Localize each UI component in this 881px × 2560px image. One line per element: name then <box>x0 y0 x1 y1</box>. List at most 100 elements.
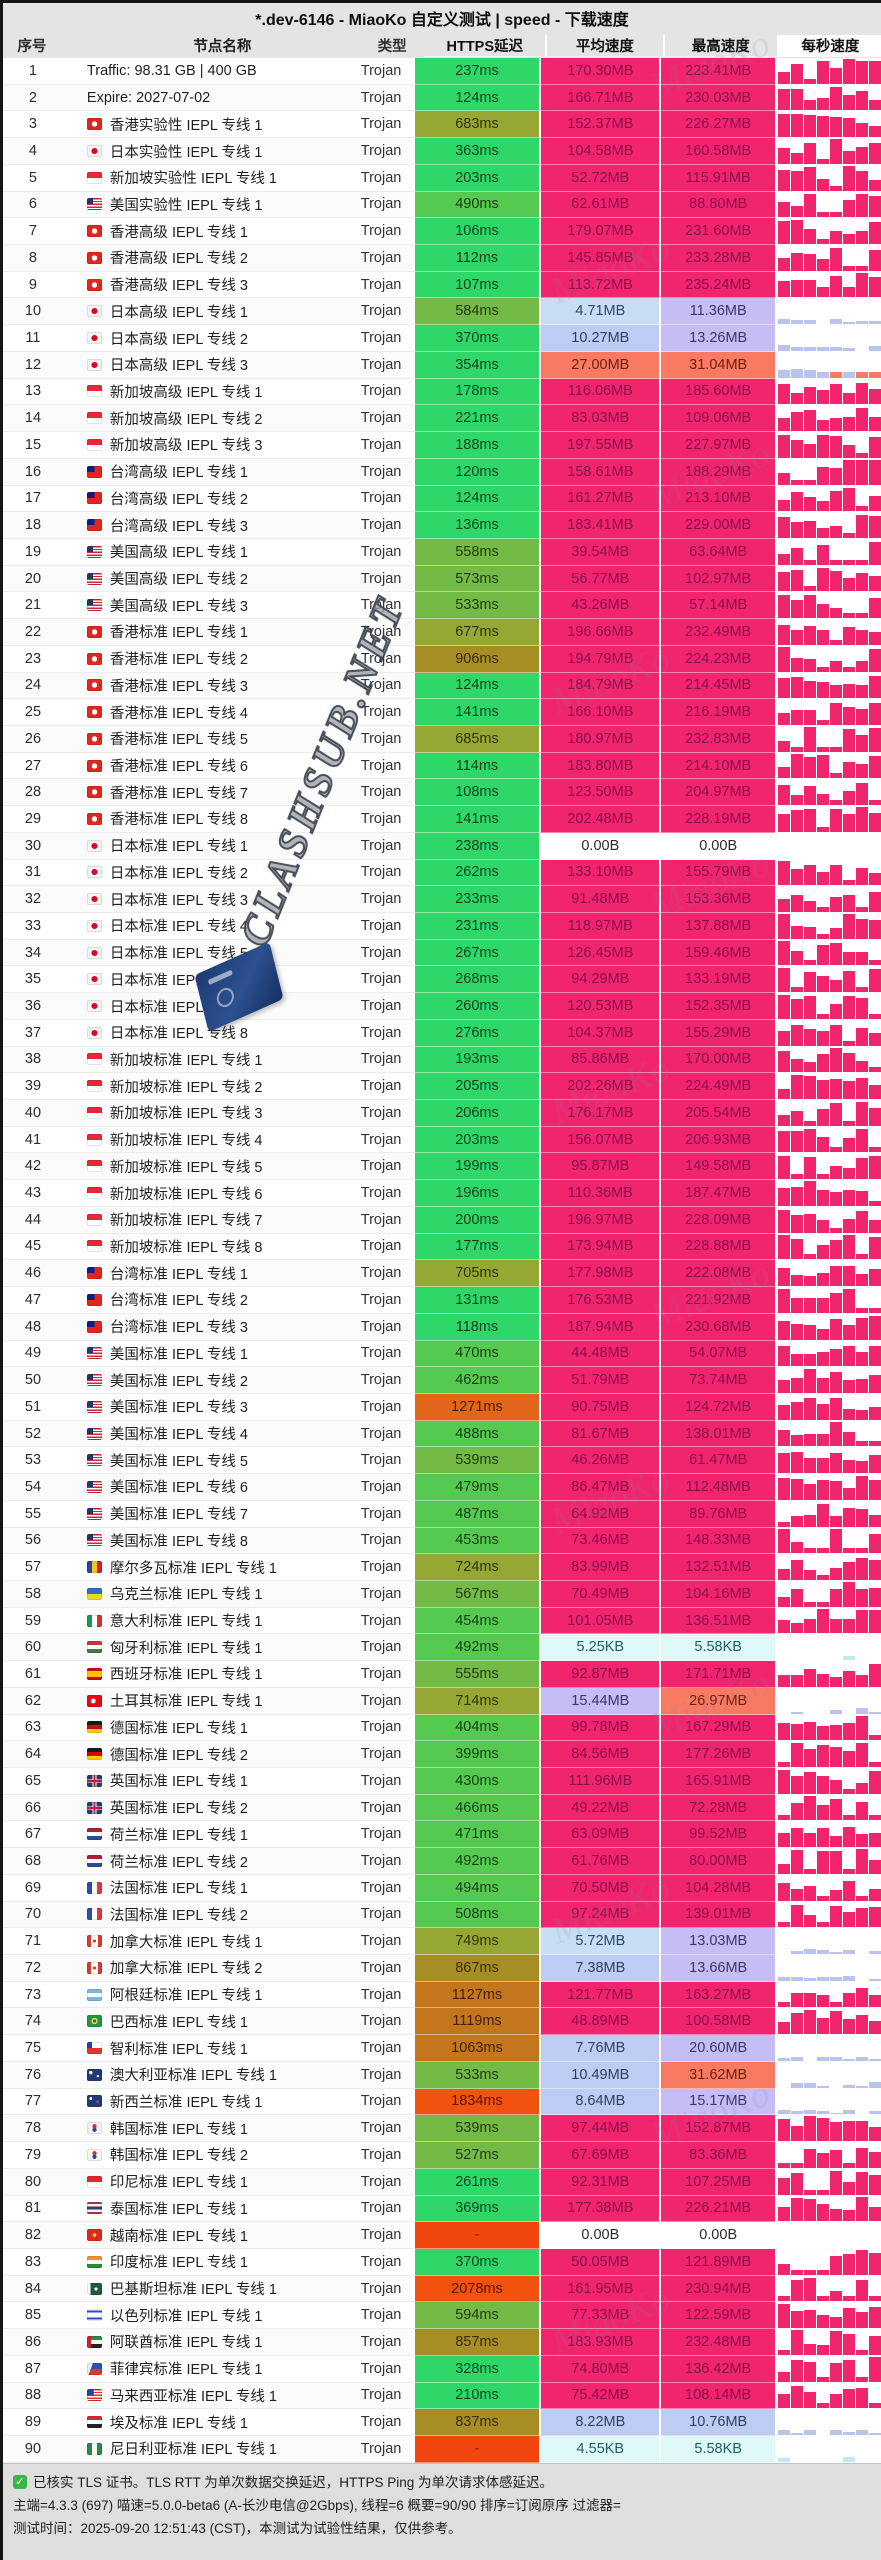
sparkline-bar <box>856 685 869 699</box>
row-max-speed: 137.88MB <box>659 913 776 940</box>
country-flag-icon-sg <box>86 412 102 425</box>
sparkline-bar <box>817 933 830 939</box>
row-type: Trojan <box>347 271 415 299</box>
table-row: 67 荷兰标准 IEPL 专线 1 Trojan 471ms 63.09MB 99.52M… <box>3 1821 881 1849</box>
sparkline-bar <box>804 443 817 458</box>
row-type: Trojan <box>347 1153 415 1181</box>
row-seq: 66 <box>3 1794 63 1822</box>
table-row: 40 新加坡标准 IEPL 专线 3 Trojan 206ms 176.17MB 205.… <box>3 1100 881 1127</box>
row-per-sec-sparkline <box>775 913 881 940</box>
sparkline-bar <box>830 1889 843 1901</box>
sparkline-bar <box>804 1868 817 1874</box>
sparkline-bar <box>778 147 791 164</box>
sparkline-bar <box>817 1673 830 1687</box>
row-avg-speed: 180.97MB <box>539 725 660 753</box>
sparkline-bar <box>778 571 791 592</box>
sparkline-bar <box>869 1588 881 1607</box>
sparkline-bar <box>791 1024 804 1046</box>
row-seq: 44 <box>3 1206 63 1234</box>
row-node-name: 香港实验性 IEPL 专线 1 <box>62 111 348 139</box>
row-avg-speed: 46.26MB <box>539 1447 660 1475</box>
sparkline-bar <box>778 1883 791 1901</box>
row-latency: 683ms <box>414 111 540 139</box>
row-max-speed: 224.23MB <box>659 645 776 673</box>
sparkline-bar <box>830 68 843 84</box>
row-max-speed: 187.47MB <box>659 1180 776 1207</box>
row-latency: 369ms <box>414 2195 540 2223</box>
sparkline-bar <box>843 762 856 779</box>
sparkline-bar <box>791 1802 804 1821</box>
sparkline-bar <box>778 418 791 432</box>
sparkline-bar <box>804 1601 817 1607</box>
row-max-speed: 230.03MB <box>659 84 776 112</box>
sparkline-bar <box>791 1516 804 1527</box>
sparkline-bar <box>856 2057 869 2061</box>
country-flag-icon-tw <box>86 1293 102 1306</box>
sparkline-bar <box>817 666 830 672</box>
sparkline-bar <box>843 1750 856 1767</box>
sparkline-bar <box>778 1528 791 1554</box>
row-node-name: 马来西亚标准 IEPL 专线 1 <box>62 2382 348 2410</box>
row-node-name: 德国标准 IEPL 专线 1 <box>62 1714 348 1742</box>
sparkline-bar <box>869 1220 881 1233</box>
sparkline-bar <box>817 98 830 111</box>
sparkline-bar <box>869 1735 881 1741</box>
row-type: Trojan <box>347 512 415 539</box>
row-avg-speed: 4.71MB <box>539 298 660 326</box>
sparkline-bar <box>804 625 817 645</box>
row-latency: 199ms <box>414 1153 540 1181</box>
table-row: 57 摩尔多瓦标准 IEPL 专线 1 Trojan 724ms 83.99MB 132.… <box>3 1554 881 1581</box>
sparkline-bar <box>817 1950 830 1955</box>
country-flag-icon-us <box>86 1480 102 1493</box>
sparkline-bar <box>791 868 804 886</box>
row-type: Trojan <box>347 1580 415 1608</box>
sparkline-bar <box>804 658 817 672</box>
country-flag-icon-jp <box>86 919 102 932</box>
sparkline-bar <box>856 952 869 966</box>
country-flag-icon-id <box>86 2175 102 2188</box>
sparkline-bar <box>778 1209 791 1233</box>
row-seq: 72 <box>3 1955 63 1982</box>
footer-tls-note: 已核实 TLS 证书。TLS RTT 为单次数据交换延迟，HTTPS Ping … <box>33 2474 554 2490</box>
row-node-name: 英国标准 IEPL 专线 1 <box>62 1768 348 1795</box>
row-seq: 88 <box>3 2382 63 2410</box>
sparkline-bar <box>830 1349 843 1367</box>
sparkline-bar <box>791 393 804 405</box>
sparkline-bar <box>778 1452 791 1474</box>
row-node-name: 新加坡标准 IEPL 专线 8 <box>62 1233 348 1261</box>
row-type: Trojan <box>347 351 415 379</box>
sparkline-bar <box>856 1441 869 1447</box>
sparkline-bar <box>856 407 869 432</box>
row-per-sec-sparkline <box>775 111 881 139</box>
sparkline-bar <box>804 2110 817 2115</box>
sparkline-bar <box>830 928 843 939</box>
table-row: 79 韩国标准 IEPL 专线 2 Trojan 527ms 67.69MB 83.36M… <box>3 2142 881 2169</box>
row-latency: 203ms <box>414 164 540 192</box>
row-avg-speed: 196.97MB <box>539 1206 660 1234</box>
row-latency: - <box>414 2435 540 2463</box>
sparkline-bar <box>791 926 804 939</box>
row-latency: 178ms <box>414 378 540 406</box>
sparkline-bar <box>869 1067 881 1073</box>
row-seq: 20 <box>3 565 63 593</box>
row-max-speed: 20.60MB <box>659 2035 776 2062</box>
row-per-sec-sparkline <box>775 1420 881 1448</box>
row-latency: 363ms <box>414 138 540 165</box>
row-latency: 508ms <box>414 1901 540 1929</box>
row-max-speed: 57.14MB <box>659 592 776 620</box>
footer-test-time: 测试时间：2025-09-20 12:51:43 (CST)，本测试为试验性结果… <box>13 2521 462 2537</box>
row-max-speed: 122.59MB <box>659 2302 776 2330</box>
country-flag-icon-eg <box>86 2416 102 2429</box>
row-node-name: 美国标准 IEPL 专线 4 <box>62 1420 348 1448</box>
sparkline-bar <box>869 756 881 779</box>
sparkline-bar <box>817 1895 830 1901</box>
sparkline-bar <box>856 735 869 752</box>
country-flag-icon-jp <box>86 973 102 986</box>
row-avg-speed: 56.77MB <box>539 565 660 593</box>
sparkline-bar <box>869 221 881 245</box>
row-avg-speed: 104.58MB <box>539 138 660 165</box>
sparkline-bar <box>830 276 843 298</box>
row-seq: 51 <box>3 1393 63 1421</box>
sparkline-bar <box>778 1288 791 1313</box>
sparkline-bar <box>817 1030 830 1046</box>
